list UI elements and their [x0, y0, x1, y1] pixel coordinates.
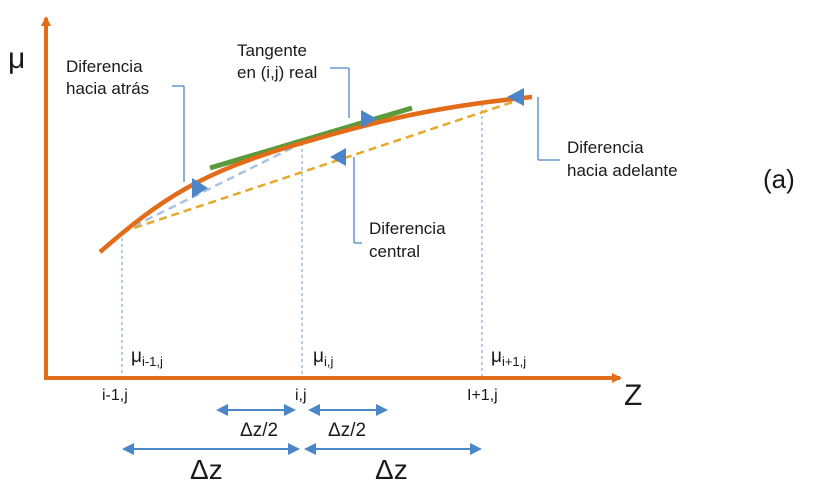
central-difference-line — [121, 95, 529, 234]
y-axis-label: μ — [8, 42, 25, 75]
backward-difference-line — [121, 141, 303, 234]
forward-callout-line1: Diferencia — [567, 138, 644, 157]
x-tick-i-plus-1: I+1,j — [467, 387, 498, 404]
forward-callout-arrowhead-tip — [507, 88, 524, 106]
tangent-callout-arrowhead — [361, 110, 377, 128]
panel-label: (a) — [763, 164, 795, 194]
x-tick-i: i,j — [295, 387, 307, 404]
tangent-callout-line2: en (i,j) real — [237, 63, 317, 82]
backward-callout-arrowhead — [192, 178, 208, 198]
function-curve — [98, 94, 533, 254]
central-callout-line1: Diferencia — [369, 219, 446, 238]
full-step-right-label: Δz — [375, 454, 408, 484]
x-tick-i-minus-1: i-1,j — [102, 387, 128, 404]
tangent-line — [209, 105, 413, 171]
half-step-left-label: Δz/2 — [240, 420, 278, 441]
mu-label-i: μi,j — [313, 346, 333, 369]
backward-callout-line1: Diferencia — [66, 57, 143, 76]
half-step-right-label: Δz/2 — [328, 420, 366, 441]
central-callout-line2: central — [369, 242, 420, 261]
x-axis-label: Z — [624, 379, 642, 412]
backward-callout-line2: hacia atrás — [66, 79, 149, 98]
full-step-left-label: Δz — [190, 454, 223, 484]
central-callout-arrowhead — [330, 148, 346, 166]
mu-label-i-minus-1: μi-1,j — [131, 346, 163, 369]
forward-callout-line2: hacia adelante — [567, 161, 678, 180]
mu-label-i-plus-1: μi+1,j — [491, 346, 526, 369]
tangent-callout-line1: Tangente — [237, 41, 307, 60]
